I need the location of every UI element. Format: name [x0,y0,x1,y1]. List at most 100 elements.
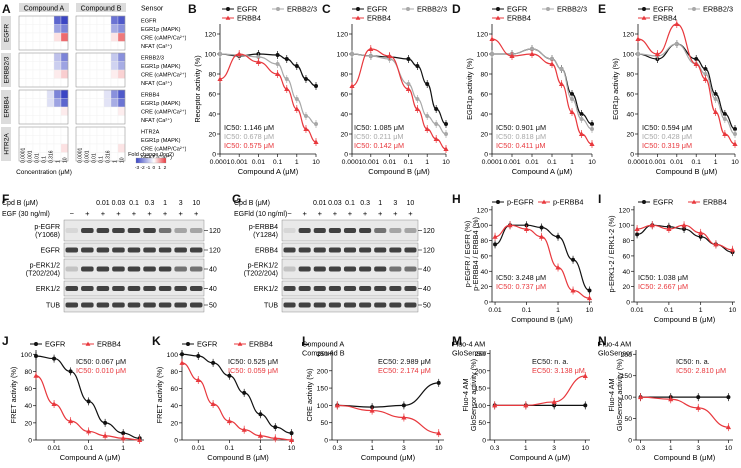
y-tick-label: 50 [320,420,328,427]
x-axis-title: Compound B (μM) [654,453,716,462]
heatmap-cell-a [25,98,34,108]
ic50-text: IC50: 0.678 μM [224,132,274,141]
heatmap-cell-b [82,106,91,116]
data-point [587,288,592,293]
treatment-sign: − [70,209,75,218]
egr1p-activity-compound-b-plot: 0 20 40 60 80 100 120 0.0001 0.001 0.01 0.1 1 10 Comp… [611,5,739,177]
legend-label: ERBB2/3 [287,5,317,14]
x-tick-label: 1 [556,307,560,314]
blot-band [359,302,372,308]
fit-curve-egfr [637,43,736,130]
y-tick-label: 20 [340,132,348,139]
data-point [681,222,687,228]
data-point [555,264,561,270]
legend-tick: 2 [164,165,167,171]
heatmap-cell-b [89,41,98,51]
treatment-sign: + [116,209,121,218]
fit-curve-erbb2-3 [219,53,317,125]
ic50-text: IC50: 3.248 μM [496,273,546,282]
data-point [236,51,242,56]
heatmap-cell-b [117,78,126,88]
x-tick-label: 1 [121,445,125,452]
heatmap-cell-a [46,106,55,116]
heatmap-cell-a [53,152,62,162]
x-tick-label: 10 [588,159,596,166]
blot-band [127,247,141,253]
panel-label-m: M [452,334,462,348]
treatment-sign: + [393,209,398,218]
data-point [401,414,407,420]
heatmap-cell-b [117,15,126,25]
group-label-erbb2/3: ERBB2/3 [4,56,11,83]
heatmap-cell-a [25,78,34,88]
ic50-text: IC50: 0.010 μM [76,366,126,375]
blot-row-label: TUB [46,303,60,310]
y-tick-label: 0 [484,300,488,307]
heatmap-cell-b [103,98,112,108]
heatmap-cell-a [32,32,41,42]
y-tick-label: 0 [28,438,32,445]
data-point [180,352,184,357]
data-point [242,390,247,395]
data-point [523,402,529,408]
y-axis-title: FRET activity (%) [155,367,164,424]
blot-band [359,286,372,291]
heatmap-cell-b [117,135,126,145]
y-tick-label: 100 [477,223,489,230]
x-tick-label: 0.1 [404,159,414,166]
blot-row-label: ERBB4 [255,248,278,255]
heatmap-cell-a [60,41,69,51]
data-point [558,81,565,86]
panel-label-j: J [2,334,9,348]
x-tick-label: 3 [402,445,406,452]
heatmap-cell-b [82,89,91,99]
group-frame-b [75,52,126,88]
heatmap-cell-b [82,52,91,62]
blot-band [81,228,94,233]
heatmap-cell-b [96,61,105,71]
y-tick-label: 0 [212,152,216,159]
heatmap-cell-b [103,135,112,145]
heatmap-cell-b [117,98,126,108]
blot-band [328,247,341,253]
heatmap-cell-b [110,143,119,153]
heatmap-cell-a [46,52,55,62]
y-tick-label: 80 [480,238,488,245]
blot-band [343,302,357,308]
data-point [703,67,708,71]
lane-header: Cpd B (μM) [234,200,270,207]
heatmap-cell-a [53,115,62,125]
data-point [635,232,640,237]
lane-concentration: 0.3 [145,200,155,207]
heatmap-cell-a [39,32,48,42]
treatment-sign: + [363,209,368,218]
data-point [444,132,448,136]
y-tick-label: 60 [24,386,32,393]
y-tick-label: 40 [626,112,634,119]
blot-band [127,228,141,233]
heatmap-cell-a [25,106,34,116]
legend-label: Fluo-4 AM [452,340,485,349]
heatmap-cell-b [75,24,84,34]
heatmap-cell-b [117,115,126,125]
heatmap-cell-a [25,32,34,42]
ic50-text: IC50: 0.594 μM [642,123,692,132]
x-tick-label: 10 [435,445,443,452]
data-point [674,42,679,46]
heatmap-x-tick: 1 [56,160,62,163]
heatmap-cell-a [53,126,62,136]
heatmap-cell-a [25,24,34,34]
blot-band [404,302,417,308]
data-point [579,117,584,121]
heatmap-cell-b [110,32,119,42]
heatmap-cell-b [89,143,98,153]
blot-band [298,247,311,253]
data-point [570,92,574,96]
treatment-sign: + [408,209,413,218]
y-tick-label: 200 [475,368,487,375]
heatmap-cell-b [103,15,112,25]
legend-marker [692,7,696,11]
heatmap-cell-a [39,61,48,71]
blot-row-label: ERK1/2 [254,286,278,293]
heatmap-cell-b [96,52,105,62]
